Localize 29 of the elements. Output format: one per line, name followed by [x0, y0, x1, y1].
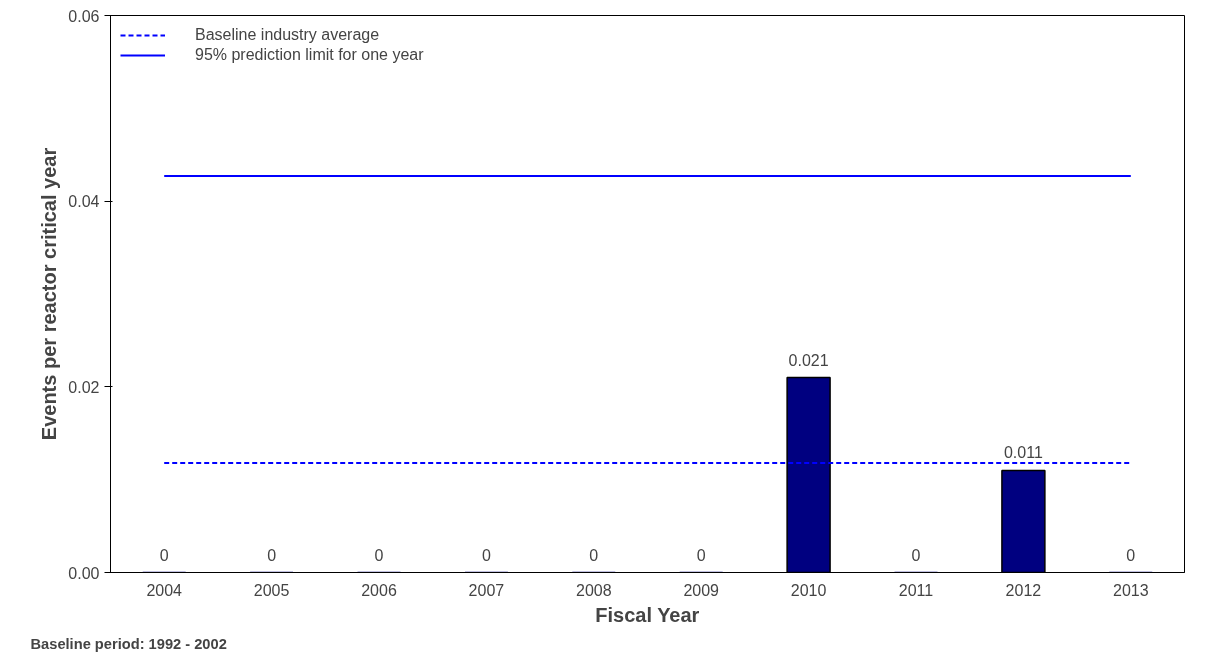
x-tick-label: 2012: [1005, 581, 1042, 599]
x-tick-label: 2004: [146, 581, 183, 599]
legend-label: Baseline industry average: [195, 26, 380, 44]
x-tick-label: 2013: [1113, 581, 1149, 599]
legend-label: 95% prediction limit for one year: [195, 46, 424, 64]
text: Baseline period: 1992 - 2002: [30, 635, 227, 652]
y-tick-label: 0.04: [68, 193, 100, 211]
y-tick-label: 0.02: [68, 378, 100, 396]
x-tick-label: 2007: [468, 581, 505, 599]
x-tick-label: 2010: [790, 581, 827, 599]
x-tick-label: 2006: [361, 581, 397, 599]
x-tick-label: 2005: [253, 581, 290, 599]
data-label: 0: [481, 546, 491, 564]
y-axis-title: Events per reactor critical year: [38, 147, 61, 441]
y-tick-label: 0.00: [68, 564, 100, 582]
data-label: 0: [696, 546, 706, 564]
x-tick-label: 2008: [576, 581, 612, 599]
data-label: 0: [374, 546, 384, 564]
data-label: 0: [911, 546, 921, 564]
data-label: 0.021: [788, 351, 829, 369]
x-tick-label: 2009: [683, 581, 720, 599]
x-tick-label: 2011: [898, 581, 934, 599]
data-label: 0: [589, 546, 599, 564]
data-label: 0: [159, 546, 169, 564]
data-label: 0: [1126, 546, 1136, 564]
y-tick-label: 0.06: [68, 7, 100, 25]
data-label: 0: [267, 546, 277, 564]
data-label: 0.011: [1003, 444, 1043, 462]
x-axis-title: Fiscal Year: [595, 603, 700, 626]
